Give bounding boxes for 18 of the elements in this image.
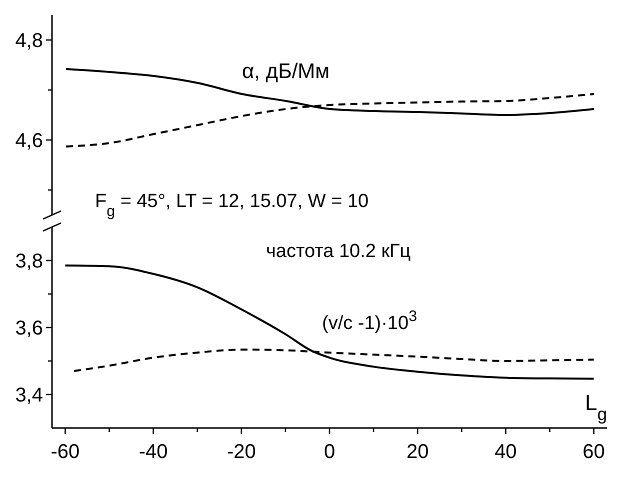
- annotation: F$_{g}$ = 45°, LT = 12, 15.07, W = 10: [95, 191, 369, 220]
- y-tick-label: 4,8: [15, 30, 43, 52]
- y-tick-label: 3,6: [15, 318, 43, 340]
- x-tick-label: 20: [406, 441, 429, 463]
- line-series: [64, 264, 595, 380]
- x-tick-label: -20: [226, 441, 256, 463]
- annotation: α, дБ/Мм: [242, 60, 330, 83]
- y-tick-label: 3,4: [15, 384, 43, 406]
- x-axis-title: L$_{g}$: [584, 390, 607, 424]
- annotation: (v/c -1)·10$^{3}$: [322, 308, 418, 334]
- x-tick-label: -40: [138, 441, 168, 463]
- y-tick-label: 3,8: [15, 250, 43, 272]
- x-tick-label: -60: [50, 441, 80, 463]
- x-tick-label: 60: [582, 441, 605, 463]
- annotation: частота 10.2 кГц: [266, 241, 411, 262]
- x-tick-label: 40: [494, 441, 517, 463]
- x-tick-label: 0: [324, 441, 336, 463]
- y-tick-label: 4,6: [15, 130, 43, 152]
